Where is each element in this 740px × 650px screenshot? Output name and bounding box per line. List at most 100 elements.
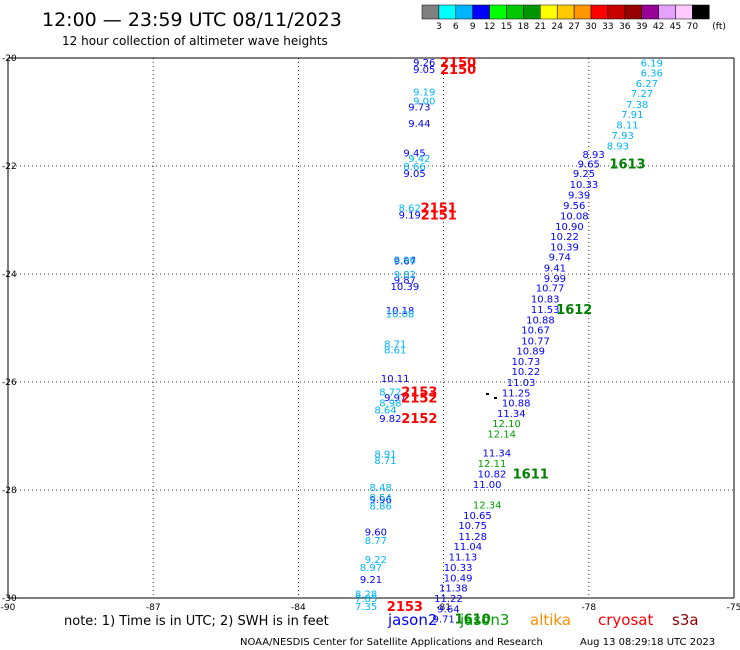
pass-label: 1613 <box>609 157 645 172</box>
data-point-jason2: 10.08 <box>560 212 589 223</box>
satellite-jason3: jason3 <box>459 611 509 629</box>
colorbar-swatch <box>472 4 490 20</box>
data-point-jason2: 9.26 <box>413 58 435 69</box>
data-point-jason2: 9.71 <box>432 615 454 626</box>
data-point-cyan: 9.22 <box>365 555 387 566</box>
data-point-jason2: 10.67 <box>521 326 550 337</box>
colorbar-swatch <box>590 4 609 20</box>
data-point-cyan: 9.00 <box>413 97 435 108</box>
data-point-jason2: 11.34 <box>497 409 526 420</box>
colorbar-swatch <box>692 4 710 20</box>
chart-subtitle: 12 hour collection of altimeter wave hei… <box>62 34 328 48</box>
colorbar-swatch <box>523 4 541 20</box>
data-point-cyan: 7.91 <box>621 110 643 121</box>
data-point-jason2: 10.22 <box>512 367 541 378</box>
footer-credit: NOAA/NESDIS Center for Satellite Applica… <box>240 637 543 648</box>
colorbar-swatch <box>658 4 676 20</box>
data-point-jason2: 9.65 <box>578 159 600 170</box>
data-point-cyan: 6.27 <box>636 79 658 90</box>
pass-label: 1610 <box>455 613 491 628</box>
data-point-jason2: 10.88 <box>526 315 555 326</box>
colorbar-label: 45 <box>670 22 681 32</box>
pass-labels: 2150215016132151215116122153215221521611… <box>387 56 646 628</box>
data-point-jason2: 9.44 <box>408 119 430 130</box>
colorbar-label: 24 <box>551 22 563 32</box>
data-point-jason2: 9.45 <box>403 149 425 160</box>
x-tick-label: -90 <box>1 603 16 613</box>
data-points: 9.269.059.739.449.459.059.199.679.8710.3… <box>355 58 663 626</box>
data-point-cyan: 7.27 <box>631 89 653 100</box>
data-point-jason2: 11.04 <box>453 542 482 553</box>
colorbar-label: 27 <box>568 22 579 32</box>
colorbar-label: 15 <box>501 22 512 32</box>
data-point-jason3: 12.11 <box>478 459 507 470</box>
data-point-cyan: 8.86 <box>370 502 392 513</box>
data-point-jason2: 10.88 <box>502 399 531 410</box>
colorbar-swatch <box>556 4 575 20</box>
x-tick-label: -75 <box>727 603 740 613</box>
pass-label: 2152 <box>401 392 437 407</box>
y-tick-label: -30 <box>2 594 17 604</box>
y-tick-label: -28 <box>2 486 17 496</box>
colorbar-swatch <box>540 4 558 20</box>
pass-label: 2151 <box>421 209 457 224</box>
colorbar-swatch <box>455 4 473 20</box>
data-point-jason2: 10.90 <box>555 222 584 233</box>
x-tick-label: -87 <box>146 603 161 613</box>
island-mark <box>494 397 497 399</box>
data-point-jason3: 12.14 <box>487 429 516 440</box>
data-point-cyan: 8.64 <box>374 406 396 417</box>
pass-label: 1611 <box>513 467 549 482</box>
data-point-jason2: 10.77 <box>536 284 565 295</box>
colorbar-label: 33 <box>602 22 613 32</box>
data-point-cyan: 9.19 <box>413 87 435 98</box>
data-point-jason2: 9.64 <box>437 604 459 615</box>
data-point-jason2: 9.60 <box>365 528 387 539</box>
satellite-legend: jason2 jason3 altika cryosat s3a <box>387 611 699 629</box>
data-point-jason2: 10.73 <box>512 357 541 368</box>
colorbar-label: 36 <box>619 22 631 32</box>
x-tick-label: -84 <box>291 603 306 613</box>
x-tick-label: -78 <box>581 603 596 613</box>
y-tick-label: -22 <box>2 162 17 172</box>
data-point-jason2: 9.56 <box>563 201 585 212</box>
colorbar-swatch <box>641 4 659 20</box>
data-point-cyan: 8.91 <box>374 449 396 460</box>
data-point-cyan: 8.97 <box>360 563 382 574</box>
data-point-jason2: 10.39 <box>550 242 579 253</box>
data-point-cyan: 8.66 <box>403 162 425 173</box>
colorbar-label: 6 <box>453 22 459 32</box>
colorbar-label: 21 <box>535 22 546 32</box>
data-point-cyan: 8.71 <box>374 456 396 467</box>
satellite-altika: altika <box>530 611 571 629</box>
footer-note: note: 1) Time is in UTC; 2) SWH is in fe… <box>64 614 329 629</box>
colorbar-legend: 3 6 9 12 15 18 21 24 27 30 33 36 39 42 45 70 (ft) <box>421 4 726 32</box>
data-point-jason2: 10.11 <box>381 374 410 385</box>
satellite-jason2: jason2 <box>387 611 437 629</box>
data-point-cyan: 9.82 <box>394 270 416 281</box>
data-point-cyan: 7.35 <box>355 602 377 613</box>
data-point-cyan: 8.71 <box>384 340 406 351</box>
colorbar-label: 9 <box>470 22 476 32</box>
pass-label: 2151 <box>421 202 457 217</box>
data-point-jason2: 9.39 <box>568 191 590 202</box>
data-point-cyan: 8.96 <box>394 255 416 266</box>
data-point-jason2: 8.93 <box>583 150 605 161</box>
colorbar-swatch <box>421 4 440 20</box>
data-point-jason2: 11.13 <box>449 552 478 563</box>
data-point-jason2: 11.53 <box>531 305 560 316</box>
data-point-jason3: 12.10 <box>492 419 521 430</box>
data-point-cyan: 8.48 <box>370 483 392 494</box>
data-point-jason2: 10.82 <box>478 469 507 480</box>
data-point-jason2: 9.25 <box>573 169 595 180</box>
colorbar-label: 39 <box>636 22 648 32</box>
island-mark <box>486 393 489 395</box>
colorbar-unit: (ft) <box>712 22 726 32</box>
chart-title: 12:00 — 23:59 UTC 08/11/2023 <box>42 9 342 31</box>
data-point-jason2: 9.97 <box>384 393 406 404</box>
footer-timestamp: Aug 13 08:29:18 UTC 2023 <box>580 637 715 648</box>
colorbar-label: 12 <box>484 22 495 32</box>
data-point-jason2: 11.25 <box>502 388 531 399</box>
satellite-cryosat: cryosat <box>598 611 653 629</box>
data-point-cyan: 8.98 <box>379 399 401 410</box>
